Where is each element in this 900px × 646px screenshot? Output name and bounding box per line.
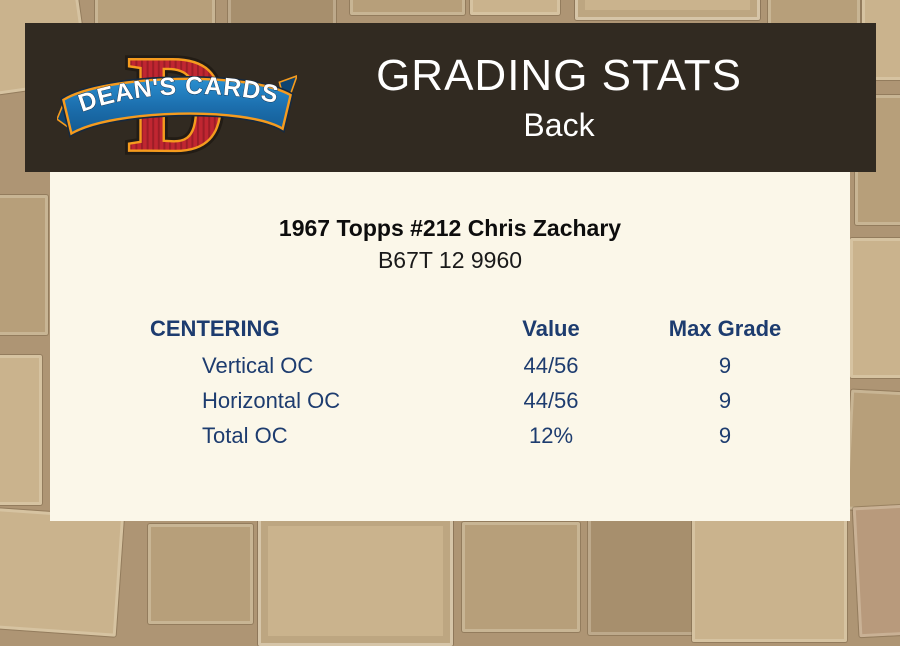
deans-cards-logo[interactable]: D D D DEAN'S CARDS xyxy=(56,24,299,185)
background-card xyxy=(850,238,900,378)
background-card xyxy=(852,502,900,638)
background-card xyxy=(692,512,847,642)
background-card xyxy=(462,522,580,632)
row-label: Total OC xyxy=(202,422,288,448)
background-card xyxy=(844,389,900,515)
table-row: Total OC 12% 9 xyxy=(50,418,850,453)
row-max-grade: 9 xyxy=(718,352,732,378)
column-header-centering: CENTERING xyxy=(150,316,280,341)
row-value: 44/56 xyxy=(523,352,579,378)
background-card xyxy=(0,195,48,335)
header-titles: GRADING STATS Back xyxy=(297,51,876,144)
background-card xyxy=(258,516,453,646)
row-label: Horizontal OC xyxy=(202,387,341,413)
table-row: Vertical OC 44/56 9 xyxy=(50,348,850,383)
page-title: GRADING STATS xyxy=(376,51,742,100)
centering-stats-table: CENTERING Value Max Grade Vertical OC 44… xyxy=(50,310,850,453)
table-header-row: CENTERING Value Max Grade xyxy=(50,310,850,348)
grading-stats-panel: 1967 Topps #212 Chris Zachary B67T 12 99… xyxy=(50,172,850,521)
background-card xyxy=(148,524,253,624)
card-serial-number: B67T 12 9960 xyxy=(377,247,523,273)
card-title: 1967 Topps #212 Chris Zachary xyxy=(278,215,622,241)
column-header-max-grade: Max Grade xyxy=(668,316,782,341)
column-header-value: Value xyxy=(522,316,580,341)
table-row: Horizontal OC 44/56 9 xyxy=(50,383,850,418)
background-card xyxy=(470,0,560,15)
row-value: 12% xyxy=(528,422,574,448)
header-banner: D D D DEAN'S CARDS GRADING STATS Back xyxy=(25,23,876,185)
row-max-grade: 9 xyxy=(718,422,732,448)
background-card xyxy=(575,0,760,20)
background-card xyxy=(0,355,42,505)
logo-graphic: D D D DEAN'S CARDS xyxy=(56,24,299,185)
background-card xyxy=(0,507,125,637)
row-value: 44/56 xyxy=(523,387,579,413)
row-max-grade: 9 xyxy=(718,387,732,413)
page-subtitle: Back xyxy=(523,107,595,143)
row-label: Vertical OC xyxy=(202,352,314,378)
background-card xyxy=(350,0,465,15)
